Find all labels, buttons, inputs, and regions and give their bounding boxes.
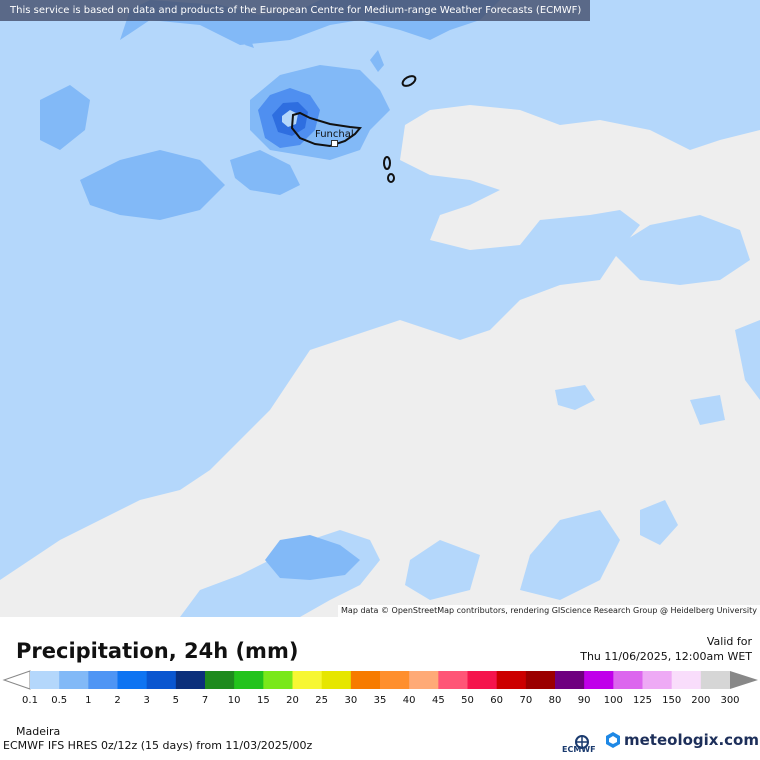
scale-tick-label: 100 <box>603 695 623 706</box>
ecmwf-source-banner: This service is based on data and produc… <box>0 0 590 21</box>
scale-tick-label: 80 <box>548 695 562 706</box>
scale-cell <box>117 671 148 689</box>
scale-tick-label: 7 <box>201 695 209 706</box>
scale-tick-label: 0.5 <box>51 695 68 706</box>
scale-cell <box>584 671 614 689</box>
scale-cell <box>292 671 323 689</box>
scale-tick-label: 45 <box>431 695 445 706</box>
island-porto-santo-outline <box>401 75 417 87</box>
precipitation-map[interactable]: This service is based on data and produc… <box>0 0 760 617</box>
valid-time: Thu 11/06/2025, 12:00am WET <box>580 650 752 663</box>
city-label-funchal: Funchal <box>315 129 354 140</box>
island-desertas-outline-2 <box>387 173 395 183</box>
scale-arrow-right <box>730 671 758 689</box>
scale-tick-label: 35 <box>373 695 387 706</box>
valid-label: Valid for <box>706 635 752 648</box>
scale-cell <box>525 671 556 689</box>
scale-arrow-left <box>2 670 31 690</box>
precip-streak <box>370 50 384 72</box>
scale-cell <box>613 671 643 689</box>
scale-cell <box>59 671 89 689</box>
scale-tick-label: 1 <box>85 695 92 706</box>
precip-patch-southeast <box>520 510 620 600</box>
scale-tick-label: 25 <box>315 695 329 706</box>
scale-cell <box>175 671 206 689</box>
scale-cell <box>350 671 381 689</box>
model-info: ECMWF IFS HRES 0z/12z (15 days) from 11/… <box>3 739 313 752</box>
precip-area-moderate-mid <box>230 150 300 195</box>
color-scale-ticks: 0.1 0.5 1 2 3 5 7 10 15 20 25 30 35 40 45 50 60 70 80 90 100… <box>0 695 760 709</box>
meteologix-brand[interactable]: meteologix.com <box>624 731 759 749</box>
scale-cell <box>467 671 498 689</box>
scale-tick-label: 5 <box>172 695 180 706</box>
scale-cell <box>380 671 410 689</box>
scale-tick-label: 0.1 <box>22 695 38 706</box>
scale-cell <box>642 671 673 689</box>
precip-area-light <box>0 0 760 580</box>
scale-cell <box>438 671 468 689</box>
meteologix-logo-icon <box>606 732 620 748</box>
precip-streak-2 <box>245 38 254 48</box>
scale-cell <box>671 671 702 689</box>
scale-tick-label: 40 <box>402 695 416 706</box>
precip-patch-se2 <box>640 500 678 545</box>
scale-cell <box>496 671 527 689</box>
legend-panel: Precipitation, 24h (mm) Valid for Thu 11… <box>0 617 760 760</box>
color-scale-bar <box>2 670 758 690</box>
precip-patch-far-east <box>735 320 760 400</box>
ecmwf-logo-icon <box>575 735 589 749</box>
precip-patch-mid <box>555 385 595 410</box>
precip-patch-east2 <box>690 395 725 425</box>
scale-cell <box>234 671 264 689</box>
island-desertas-outline-1 <box>383 156 391 170</box>
island-madeira-outline <box>290 111 362 148</box>
region-name: Madeira <box>16 725 61 738</box>
precip-patch-east <box>610 215 750 285</box>
scale-tick-label: 300 <box>720 695 740 706</box>
scale-tick-label: 2 <box>114 695 121 706</box>
scale-tick-label: 90 <box>577 695 591 706</box>
scale-tick-label: 200 <box>691 695 711 706</box>
scale-tick-label: 15 <box>256 695 270 706</box>
scale-cell <box>205 671 235 689</box>
scale-tick-label: 150 <box>662 695 682 706</box>
scale-tick-label: 70 <box>519 695 533 706</box>
scale-cell <box>88 671 118 689</box>
scale-cell <box>146 671 177 689</box>
map-attribution: Map data © OpenStreetMap contributors, r… <box>338 605 760 617</box>
scale-tick-label: 60 <box>490 695 504 706</box>
precip-area-moderate-south <box>265 535 360 580</box>
scale-cell <box>321 671 352 689</box>
precip-area-moderate-west <box>40 85 90 150</box>
legend-title: Precipitation, 24h (mm) <box>16 639 299 663</box>
scale-cell <box>700 671 731 689</box>
scale-tick-label: 10 <box>227 695 241 706</box>
scale-tick-label: 20 <box>286 695 299 706</box>
ecmwf-label: ECMWF <box>562 745 596 754</box>
scale-cell <box>30 671 60 689</box>
precip-area-moderate-west2 <box>80 150 225 220</box>
scale-tick-label: 50 <box>461 695 474 706</box>
scale-tick-label: 30 <box>344 695 358 706</box>
scale-cell <box>409 671 439 689</box>
city-marker-icon <box>331 140 338 147</box>
scale-cell <box>263 671 293 689</box>
scale-tick-label: 125 <box>632 695 653 706</box>
scale-cell <box>555 671 585 689</box>
precipitation-overlay <box>0 0 760 617</box>
scale-tick-label: 3 <box>143 695 150 706</box>
precip-patch-south-mid <box>405 540 480 600</box>
